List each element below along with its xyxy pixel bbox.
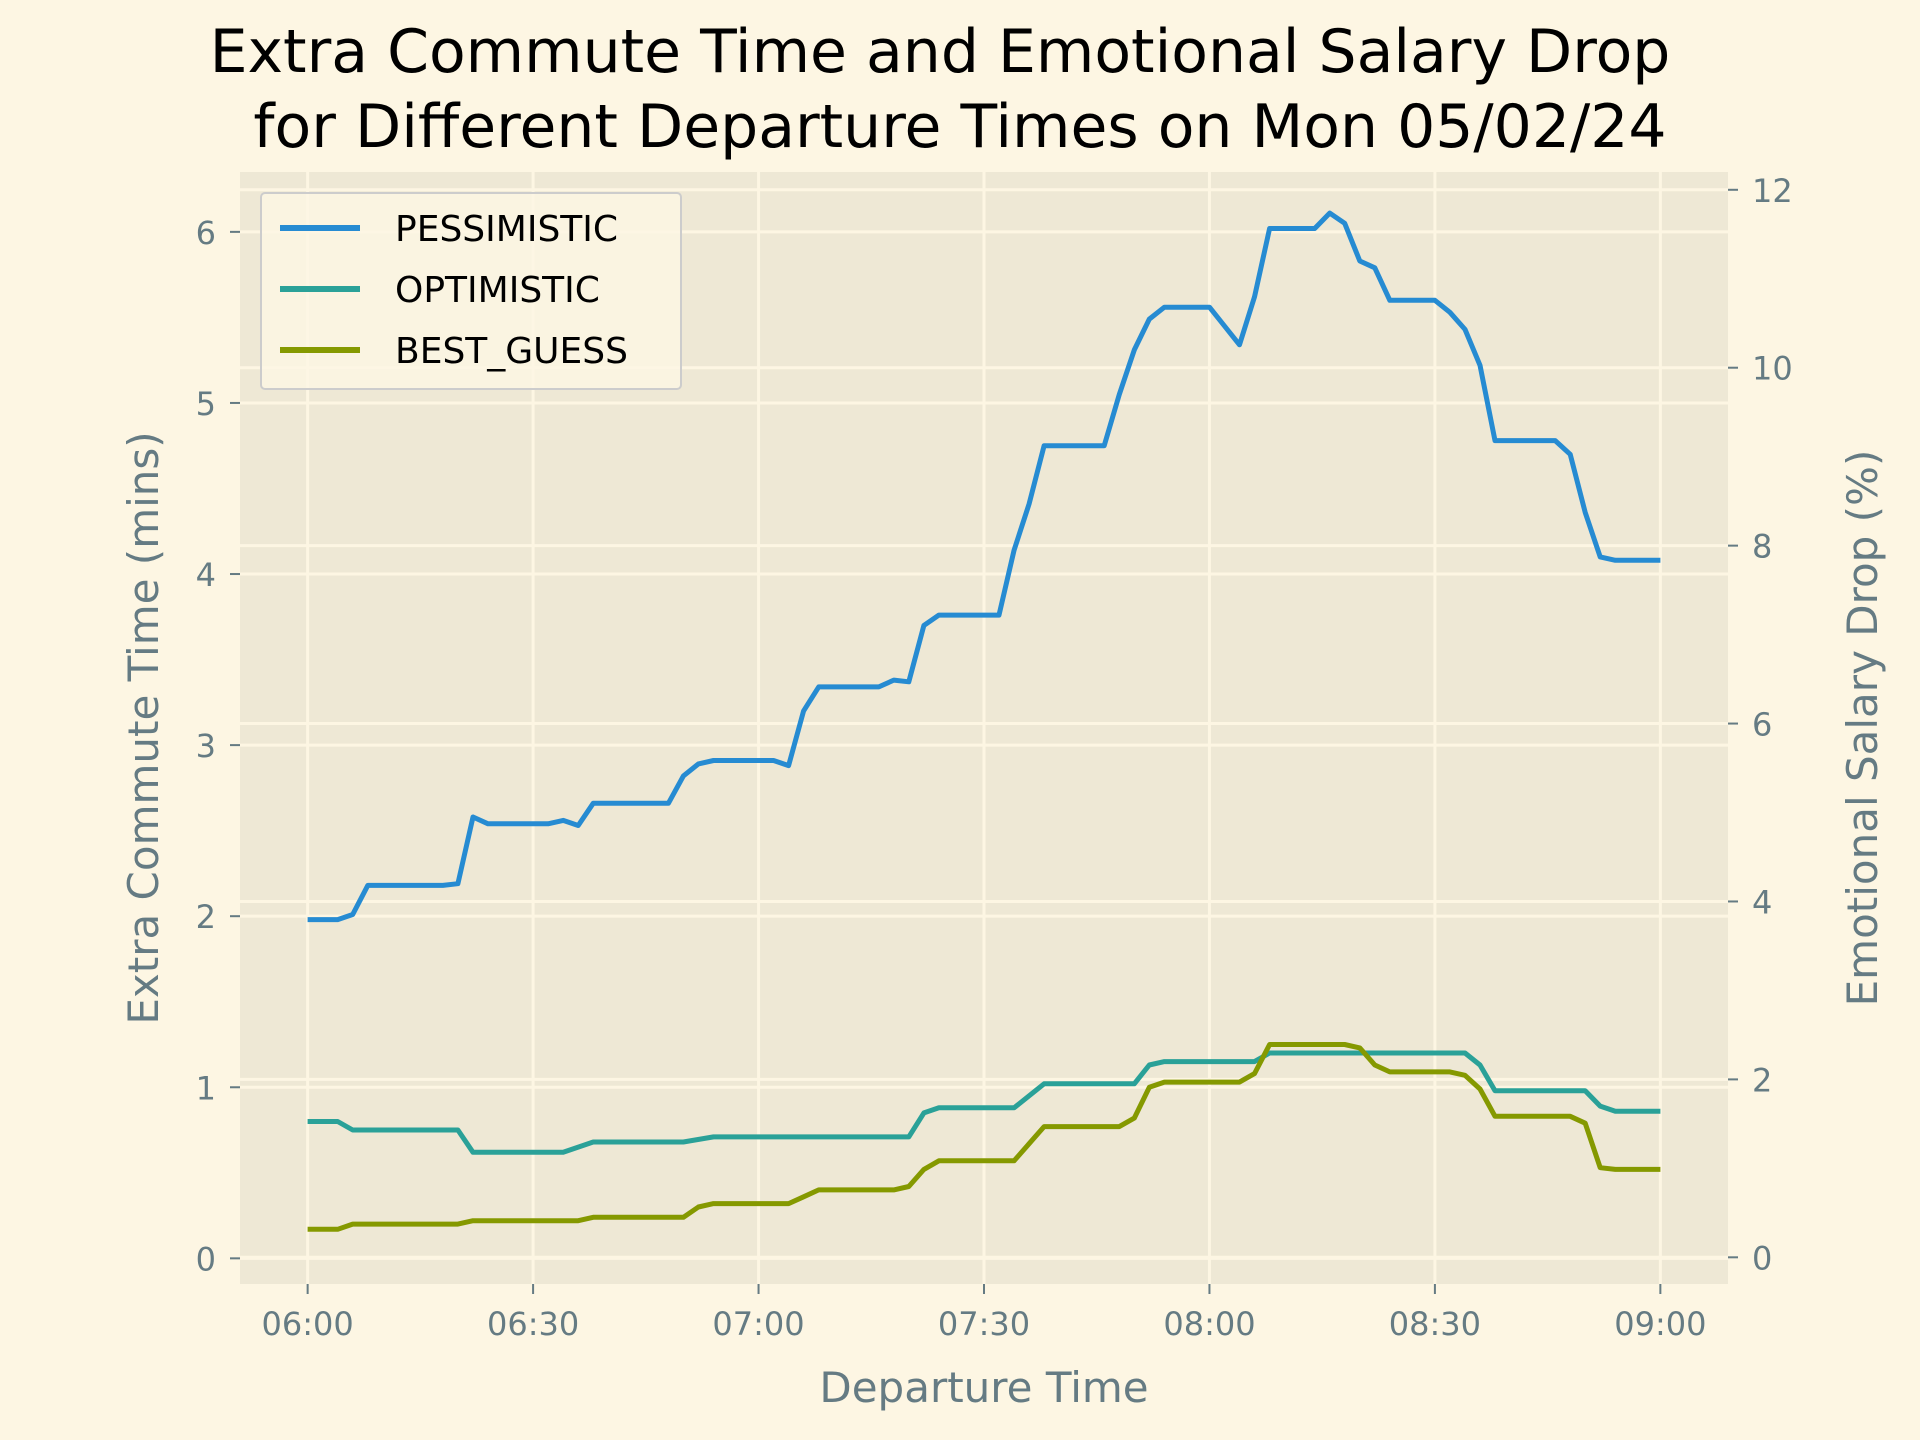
y-left-tick-label: 3 [196,727,216,765]
legend: PESSIMISTIC OPTIMISTIC BEST_GUESS [260,192,682,390]
series-line-optimistic [307,1050,1661,1155]
y-left-tick-label: 5 [196,385,216,423]
y-left-tick-label: 6 [196,214,216,252]
y-axis-right-label: Emotional Salary Drop (%) [1838,450,1887,1007]
x-tick-label: 08:00 [1163,1305,1255,1343]
chart-title-line-2: for Different Departure Times on Mon 05/… [253,92,1666,162]
x-tick-label: 06:30 [487,1305,579,1343]
axes: 06:00 06:30 07:00 07:30 08:00 08:30 09:0001234… [196,172,1793,1343]
y-right-tick-label: 10 [1752,350,1793,388]
y-right-tick-label: 0 [1752,1239,1772,1277]
y-left-tick-label: 4 [196,556,216,594]
x-tick-label: 08:30 [1389,1305,1481,1343]
grid-lines [240,172,1728,1284]
legend-label-optimistic: OPTIMISTIC [395,270,600,311]
y-right-tick-label: 2 [1752,1061,1772,1099]
x-tick-label: 09:00 [1614,1305,1706,1343]
series-line-pessimistic [307,210,1661,923]
legend-box [260,192,682,390]
y-right-tick-label: 8 [1752,528,1772,566]
x-axis-label: Departure Time [819,1363,1148,1412]
chart-title-line-1: Extra Commute Time and Emotional Salary … [210,17,1671,87]
x-tick-label: 07:30 [938,1305,1030,1343]
y-right-tick-label: 6 [1752,706,1772,744]
series-line-best-guess [307,1042,1661,1232]
y-right-tick-label: 12 [1752,172,1793,210]
y-left-tick-label: 2 [196,898,216,936]
legend-label-best-guess: BEST_GUESS [395,331,628,372]
x-tick-label: 07:00 [712,1305,804,1343]
x-tick-label: 06:00 [262,1305,354,1343]
legend-label-pessimistic: PESSIMISTIC [395,209,618,250]
series-lines [307,210,1661,1232]
y-left-tick-label: 0 [196,1240,216,1278]
y-right-tick-label: 4 [1752,883,1772,921]
y-axis-left-label: Extra Commute Time (mins) [119,431,168,1024]
y-left-tick-label: 1 [196,1069,216,1107]
